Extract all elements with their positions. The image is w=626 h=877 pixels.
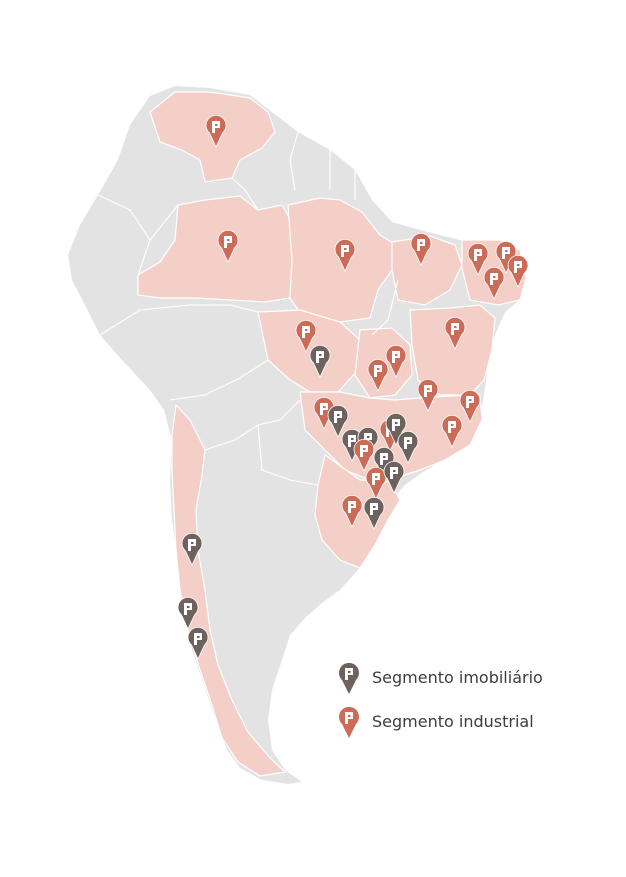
industrial-marker (334, 239, 356, 272)
real-estate-marker (385, 413, 407, 446)
legend-item-real-estate: Segmento imobiliário (336, 658, 543, 696)
industrial-marker (367, 359, 389, 392)
industrial-marker (444, 317, 466, 350)
real-estate-marker (309, 345, 331, 378)
real-estate-marker (327, 405, 349, 438)
legend-label-industrial: Segmento industrial (372, 711, 534, 731)
border-line (169, 359, 269, 401)
border-line (99, 304, 259, 336)
real-estate-marker (363, 497, 385, 530)
border-line (289, 131, 299, 191)
border-line (231, 177, 259, 211)
border-line (371, 279, 399, 336)
legend-item-industrial: Segmento industrial (336, 702, 534, 740)
industrial-marker (483, 267, 505, 300)
industrial-marker (295, 320, 317, 353)
real-estate-marker-icon (339, 662, 359, 694)
region-northeast-a (391, 235, 463, 306)
industrial-marker (410, 233, 432, 266)
region-bahia (409, 304, 496, 396)
border-line (97, 194, 151, 241)
real-estate-marker (177, 597, 199, 630)
real-estate-marker (181, 533, 203, 566)
real-estate-marker (373, 447, 395, 480)
country-borders (97, 131, 399, 486)
real-estate-marker (383, 461, 405, 494)
industrial-marker (441, 415, 463, 448)
industrial-marker (417, 379, 439, 412)
real-estate-marker (187, 627, 209, 660)
industrial-marker (467, 243, 489, 276)
industrial-marker (507, 255, 529, 288)
border-line (257, 424, 319, 486)
industrial-marker (353, 439, 375, 472)
industrial-marker-icon (339, 706, 359, 738)
industrial-marker (365, 467, 387, 500)
industrial-marker (495, 241, 517, 274)
industrial-marker (341, 495, 363, 528)
legend-label-real-estate: Segmento imobiliário (372, 667, 543, 687)
region-chile (171, 403, 287, 777)
real-estate-marker (397, 431, 419, 464)
industrial-marker (205, 115, 227, 148)
industrial-marker (459, 390, 481, 423)
region-mato-grosso (257, 309, 361, 393)
industrial-marker (385, 345, 407, 378)
industrial-marker (217, 230, 239, 263)
